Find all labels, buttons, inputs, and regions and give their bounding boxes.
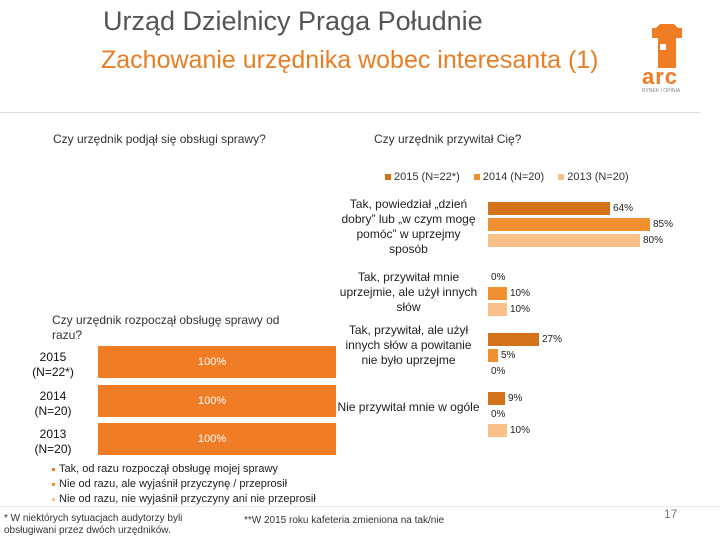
footnote-2: **W 2015 roku kafeteria zmieniona na tak… <box>244 515 445 526</box>
chart-legend: 2015 (N=22*) 2014 (N=20) 2013 (N=20) <box>385 171 629 183</box>
bar-label-3-1: 0% <box>491 409 506 420</box>
question-3: Czy urzędnik rozpoczął obsługę sprawy od… <box>52 313 280 342</box>
bar-label-0-2: 80% <box>643 235 664 246</box>
start-legend-item-1: Nie od razu, ale wyjaśnił przyczynę / pr… <box>52 477 316 492</box>
start-bar-label-2: 100% <box>198 433 227 445</box>
category-label-1: Tak, przywitał mnie uprzejmie, ale użył … <box>339 270 478 314</box>
greeting-chart: 64% 85% 80% 0% 10% 10% 27% 5% 0% 9% 0% 10% <box>488 196 698 441</box>
start-bar-2 <box>98 423 336 455</box>
bar-label-2-2: 0% <box>491 366 506 377</box>
start-legend-label-2: Nie od razu, nie wyjaśnił przyczyny ani … <box>59 493 316 505</box>
bar-label-2-1: 5% <box>501 350 516 361</box>
question-1: Czy urzędnik podjął się obsługi sprawy? <box>53 132 266 146</box>
start-chart: 100% 100% 100% <box>98 346 336 456</box>
bar-3-0 <box>488 392 505 405</box>
bar-0-2 <box>488 234 640 247</box>
bar-0-0 <box>488 202 610 215</box>
lighthouse-icon <box>652 24 682 68</box>
logo-text: arc <box>642 64 679 89</box>
arc-logo: arc RYNEK I OPINIA <box>632 22 702 96</box>
category-label-0: Tak, powiedział „dzień dobry” lub „w czy… <box>341 197 476 256</box>
start-legend-item-2: Nie od razu, nie wyjaśnił przyczyny ani … <box>52 492 316 507</box>
legend-item-2014: 2014 (N=20) <box>473 171 545 183</box>
start-legend-item-0: Tak, od razu rozpoczął obsługę mojej spr… <box>52 462 316 477</box>
bar-label-1-2: 10% <box>510 304 531 315</box>
bar-label-1-1: 10% <box>510 288 531 299</box>
bar-label-2-0: 27% <box>542 334 563 345</box>
bar-0-1 <box>488 218 650 231</box>
header-divider <box>0 112 700 113</box>
start-bar-1 <box>98 385 336 417</box>
bar-2-1 <box>488 349 498 362</box>
legend-label-2014: 2014 (N=20) <box>482 171 545 183</box>
legend-label-2013: 2013 (N=20) <box>567 171 629 183</box>
page-number: 17 <box>664 507 678 521</box>
legend-label-2015: 2015 (N=22*) <box>394 171 460 183</box>
category-label-2: Tak, przywitał, ale użył innych słów a p… <box>345 323 472 367</box>
start-bar-0 <box>98 346 336 378</box>
row-label-2015: 2015 (N=22*) <box>32 350 74 379</box>
bar-label-1-0: 0% <box>491 272 506 283</box>
bar-1-2 <box>488 303 507 316</box>
start-legend-label-1: Nie od razu, ale wyjaśnił przyczynę / pr… <box>59 478 288 490</box>
row-label-2013: 2013 (N=20) <box>34 427 72 456</box>
legend-item-2013: 2013 (N=20) <box>558 171 629 183</box>
question-2: Czy urzędnik przywitał Cię? <box>374 132 522 146</box>
start-bar-label-0: 100% <box>198 356 227 368</box>
page-subtitle: Zachowanie urzędnika wobec interesanta (… <box>101 46 599 74</box>
bar-3-2 <box>488 424 507 437</box>
bar-label-0-0: 64% <box>613 203 634 214</box>
footer-divider <box>0 506 720 507</box>
start-chart-legend: Tak, od razu rozpoczął obsługę mojej spr… <box>52 462 316 507</box>
bar-label-0-1: 85% <box>653 219 674 230</box>
footnote-1: * W niektórych sytuacjach audytorzy byli… <box>4 513 183 536</box>
bar-label-3-0: 9% <box>508 393 523 404</box>
logo-tagline: RYNEK I OPINIA <box>642 88 681 94</box>
start-bar-label-1: 100% <box>198 395 227 407</box>
category-label-3: Nie przywitał mnie w ogóle <box>337 400 480 414</box>
start-legend-label-0: Tak, od razu rozpoczął obsługę mojej spr… <box>59 463 278 475</box>
legend-item-2015: 2015 (N=22*) <box>385 171 460 183</box>
page-title: Urząd Dzielnicy Praga Południe <box>103 6 483 36</box>
bar-1-1 <box>488 287 507 300</box>
bar-2-0 <box>488 333 539 346</box>
bar-label-3-2: 10% <box>510 425 531 436</box>
row-label-2014: 2014 (N=20) <box>34 389 72 418</box>
